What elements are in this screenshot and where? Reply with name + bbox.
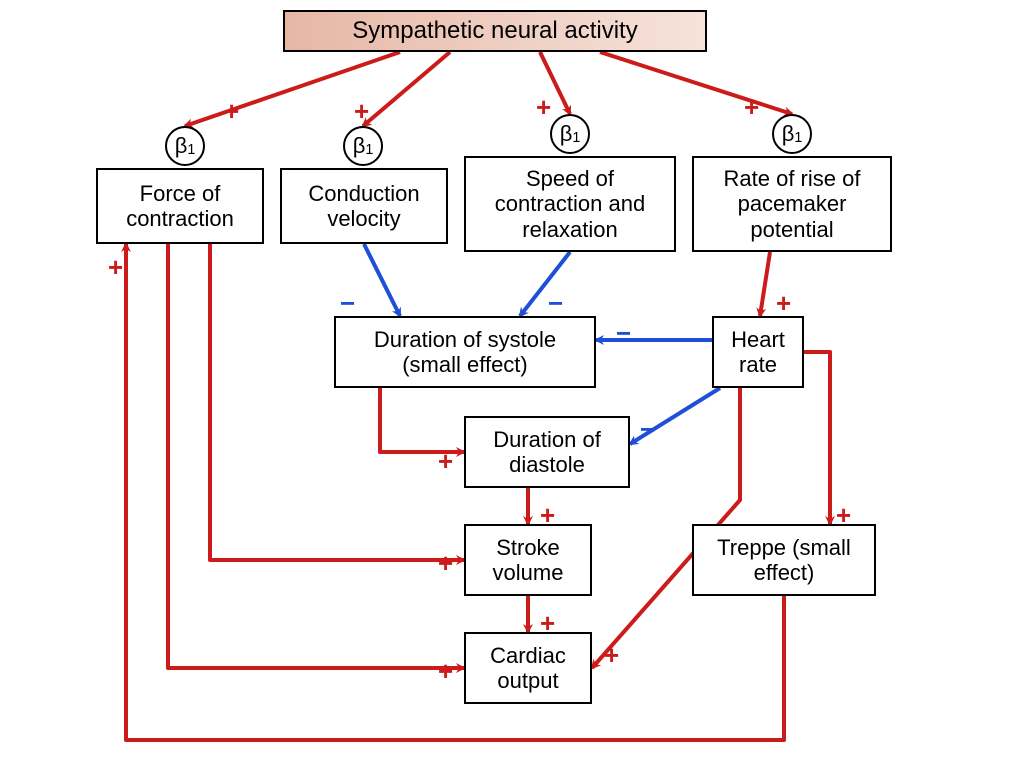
beta-sub: 1 <box>572 130 580 146</box>
node-force-label: Force of contraction <box>104 181 256 232</box>
node-heart: Heart rate <box>712 316 804 388</box>
node-stroke-label: Stroke volume <box>472 535 584 586</box>
edge-title-to-speed <box>540 52 570 114</box>
beta-sub: 1 <box>794 130 802 146</box>
beta-label: β <box>782 121 795 147</box>
node-speed-label: Speed of contraction and relaxation <box>472 166 668 242</box>
edge-title-to-conduction <box>363 52 450 126</box>
node-stroke: Stroke volume <box>464 524 592 596</box>
beta-receptor-1: β1 <box>343 126 383 166</box>
node-raterise: Rate of rise of pacemaker potential <box>692 156 892 252</box>
node-treppe-label: Treppe (small effect) <box>700 535 868 586</box>
edge-sign-heart-to-systole: − <box>616 318 631 349</box>
node-heart-label: Heart rate <box>720 327 796 378</box>
edge-title-to-force <box>185 52 400 126</box>
node-treppe: Treppe (small effect) <box>692 524 876 596</box>
node-systole-label: Duration of systole (small effect) <box>342 327 588 378</box>
node-title: Sympathetic neural activity <box>283 10 707 52</box>
node-conduction-label: Conduction velocity <box>288 181 440 232</box>
beta-receptor-3: β1 <box>772 114 812 154</box>
node-cardiac-label: Cardiac output <box>472 643 584 694</box>
edge-sign-title-to-raterise: + <box>744 92 759 123</box>
edge-force-to-cardiac <box>168 244 464 668</box>
node-force: Force of contraction <box>96 168 264 244</box>
edge-heart-to-treppe <box>804 352 830 524</box>
beta-receptor-0: β1 <box>165 126 205 166</box>
edge-conduction-to-systole <box>364 244 400 316</box>
edge-sign-force-to-stroke: + <box>438 548 453 579</box>
beta-label: β <box>175 133 188 159</box>
node-speed: Speed of contraction and relaxation <box>464 156 676 252</box>
beta-sub: 1 <box>365 142 373 158</box>
beta-sub: 1 <box>187 142 195 158</box>
edge-sign-raterise-to-heart: + <box>776 288 791 319</box>
edge-speed-to-systole <box>520 252 570 316</box>
node-cardiac: Cardiac output <box>464 632 592 704</box>
edge-sign-force-to-cardiac: + <box>438 656 453 687</box>
edge-sign-title-to-speed: + <box>536 92 551 123</box>
node-diastole: Duration of diastole <box>464 416 630 488</box>
node-systole: Duration of systole (small effect) <box>334 316 596 388</box>
node-conduction: Conduction velocity <box>280 168 448 244</box>
edge-sign-conduction-to-systole: − <box>340 288 355 319</box>
edge-sign-title-to-force: + <box>224 96 239 127</box>
edge-sign-heart-to-cardiac: + <box>604 640 619 671</box>
edge-sign-speed-to-systole: − <box>548 288 563 319</box>
node-title-label: Sympathetic neural activity <box>352 17 637 45</box>
beta-label: β <box>353 133 366 159</box>
edge-raterise-to-heart <box>760 252 770 316</box>
edge-title-to-raterise <box>600 52 792 114</box>
beta-receptor-2: β1 <box>550 114 590 154</box>
edge-systole-to-diastole <box>380 388 464 452</box>
edge-heart-to-diastole <box>630 388 720 444</box>
beta-label: β <box>560 121 573 147</box>
edge-force-to-stroke <box>210 244 464 560</box>
node-raterise-label: Rate of rise of pacemaker potential <box>700 166 884 242</box>
diagram-canvas: Sympathetic neural activity Force of cont… <box>0 0 1024 767</box>
edge-sign-treppe-to-force: + <box>108 252 123 283</box>
node-diastole-label: Duration of diastole <box>472 427 622 478</box>
edge-sign-heart-to-diastole: − <box>640 414 655 445</box>
edge-sign-title-to-conduction: + <box>354 96 369 127</box>
edge-sign-systole-to-diastole: + <box>438 446 453 477</box>
